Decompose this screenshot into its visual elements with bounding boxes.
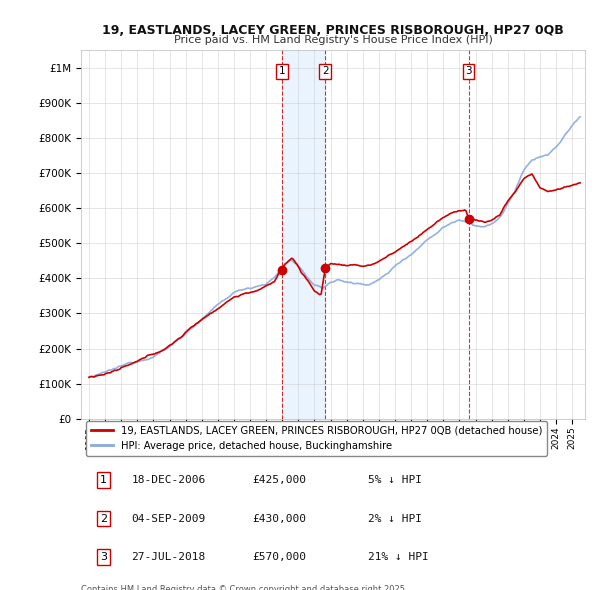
Bar	[281, 50, 325, 419]
Text: 2: 2	[100, 513, 107, 523]
Text: £425,000: £425,000	[253, 475, 307, 485]
Text: 3: 3	[100, 552, 107, 562]
Text: 5% ↓ HPI: 5% ↓ HPI	[368, 475, 422, 485]
Text: £430,000: £430,000	[253, 513, 307, 523]
Text: 18-DEC-2006: 18-DEC-2006	[131, 475, 206, 485]
Text: 3: 3	[465, 66, 472, 76]
Text: 19, EASTLANDS, LACEY GREEN, PRINCES RISBOROUGH, HP27 0QB: 19, EASTLANDS, LACEY GREEN, PRINCES RISB…	[102, 24, 564, 37]
Legend: 19, EASTLANDS, LACEY GREEN, PRINCES RISBOROUGH, HP27 0QB (detached house), HPI: : 19, EASTLANDS, LACEY GREEN, PRINCES RISB…	[86, 421, 547, 455]
Text: 2: 2	[322, 66, 329, 76]
Text: 1: 1	[278, 66, 285, 76]
Text: Price paid vs. HM Land Registry's House Price Index (HPI): Price paid vs. HM Land Registry's House …	[173, 35, 493, 45]
Text: £570,000: £570,000	[253, 552, 307, 562]
Text: 27-JUL-2018: 27-JUL-2018	[131, 552, 206, 562]
Text: Contains HM Land Registry data © Crown copyright and database right 2025.
This d: Contains HM Land Registry data © Crown c…	[81, 585, 407, 590]
Text: 04-SEP-2009: 04-SEP-2009	[131, 513, 206, 523]
Text: 2% ↓ HPI: 2% ↓ HPI	[368, 513, 422, 523]
Text: 1: 1	[100, 475, 107, 485]
Text: 21% ↓ HPI: 21% ↓ HPI	[368, 552, 429, 562]
